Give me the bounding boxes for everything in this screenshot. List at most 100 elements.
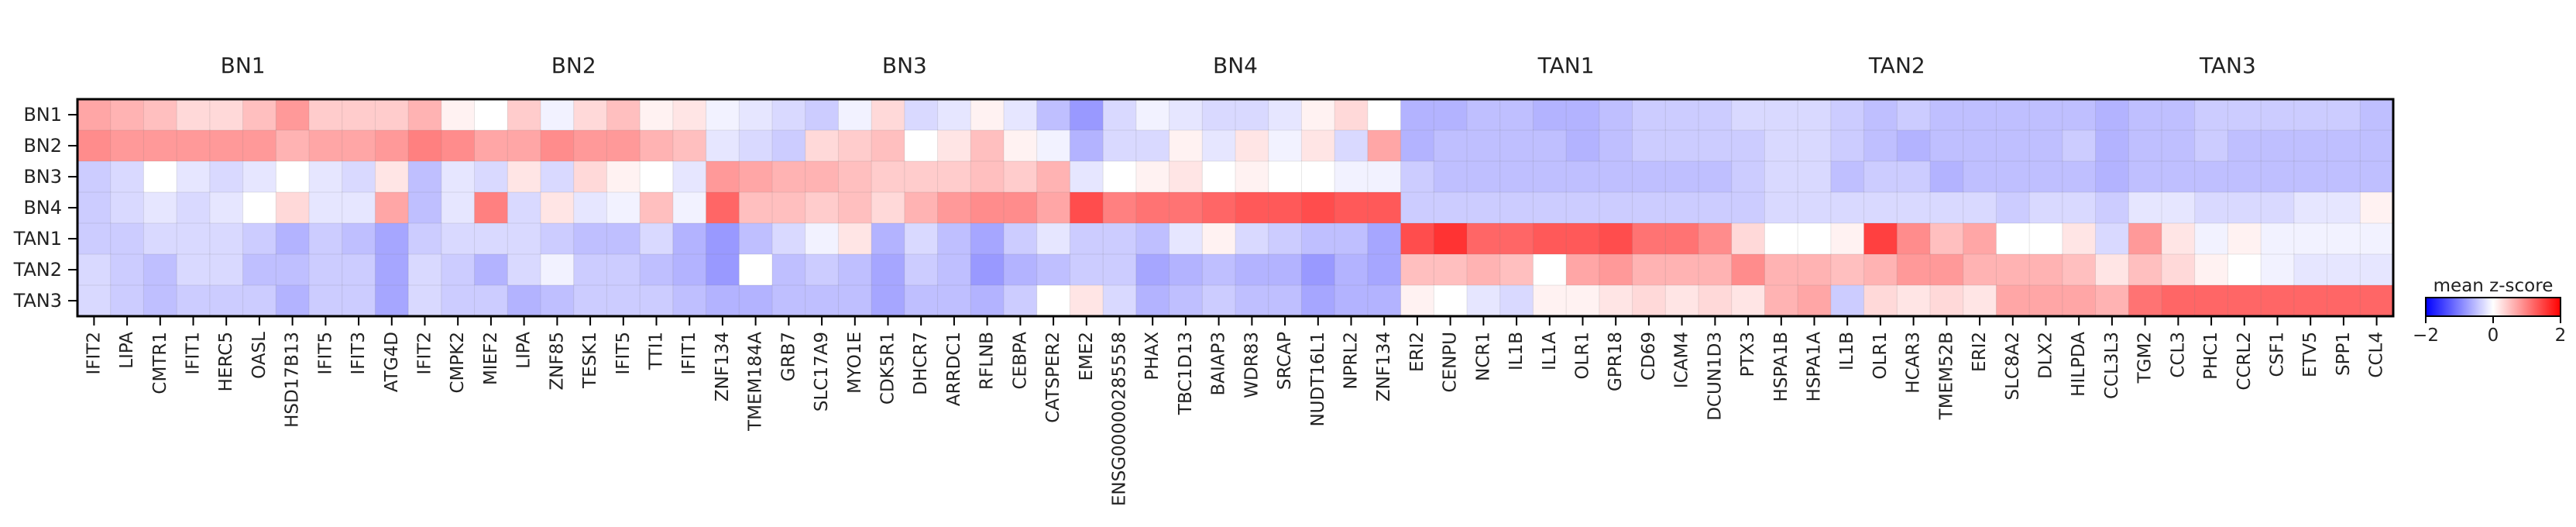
heatmap-cell bbox=[2028, 284, 2063, 318]
colorbar-title: mean z-score bbox=[2433, 276, 2554, 296]
heatmap-cell bbox=[2161, 284, 2196, 318]
heatmap-cell bbox=[1929, 284, 1964, 318]
heatmap-cell bbox=[77, 253, 112, 287]
heatmap-cell bbox=[1135, 222, 1170, 256]
heatmap-cell bbox=[573, 222, 608, 256]
gene-label: ARRDC1 bbox=[944, 332, 964, 406]
heatmap-cell bbox=[474, 98, 509, 132]
heatmap-frame bbox=[76, 98, 2395, 318]
heatmap-cell bbox=[1466, 160, 1501, 194]
group-label: BN2 bbox=[551, 53, 596, 78]
heatmap-cell bbox=[1499, 253, 1534, 287]
heatmap-cell bbox=[143, 253, 178, 287]
heatmap-cell bbox=[441, 160, 476, 194]
heatmap-cell bbox=[573, 253, 608, 287]
heatmap-cell bbox=[706, 160, 740, 194]
heatmap-cell bbox=[1135, 191, 1170, 225]
heatmap-cell bbox=[1863, 98, 1898, 132]
heatmap-cell bbox=[407, 253, 442, 287]
gene-label: TESK1 bbox=[580, 332, 600, 389]
heatmap-cell bbox=[2359, 160, 2395, 194]
heatmap-cell bbox=[1632, 191, 1667, 225]
heatmap-cell bbox=[1599, 160, 1633, 194]
heatmap-cell bbox=[2128, 284, 2163, 318]
heatmap-cell bbox=[1664, 129, 1700, 163]
heatmap-cell bbox=[1830, 284, 1865, 318]
heatmap-cell bbox=[2293, 284, 2328, 318]
heatmap-cell bbox=[1268, 222, 1303, 256]
row-label: TAN3 bbox=[13, 290, 62, 312]
heatmap-cell bbox=[2194, 284, 2229, 318]
heatmap-cell bbox=[1532, 191, 1568, 225]
heatmap-cell bbox=[1532, 253, 1568, 287]
heatmap-cell bbox=[706, 191, 740, 225]
heatmap-cell bbox=[1731, 98, 1766, 132]
gene-label: MYO1E bbox=[845, 332, 865, 394]
heatmap-cell bbox=[1069, 129, 1104, 163]
heatmap-cell bbox=[1036, 222, 1071, 256]
heatmap-cell bbox=[308, 284, 343, 318]
heatmap-cell bbox=[1797, 222, 1832, 256]
heatmap-cell bbox=[573, 160, 608, 194]
heatmap-cell bbox=[1863, 284, 1898, 318]
heatmap-cell bbox=[606, 191, 641, 225]
gene-label: CCL3L3 bbox=[2102, 332, 2122, 399]
heatmap-cell bbox=[1036, 98, 1071, 132]
heatmap-cell bbox=[540, 284, 575, 318]
heatmap-cell bbox=[904, 98, 939, 132]
heatmap-cell bbox=[970, 98, 1005, 132]
gene-label: IFIT5 bbox=[315, 332, 335, 374]
heatmap-cell bbox=[2293, 98, 2328, 132]
heatmap-cell bbox=[1169, 129, 1204, 163]
heatmap-cell bbox=[871, 191, 905, 225]
heatmap-cell bbox=[1698, 98, 1733, 132]
heatmap-cell bbox=[1565, 160, 1600, 194]
heatmap-cell bbox=[1664, 253, 1700, 287]
heatmap-cell bbox=[2062, 129, 2097, 163]
heatmap-cell bbox=[1499, 222, 1534, 256]
heatmap-cell bbox=[110, 129, 145, 163]
heatmap-cell bbox=[2359, 129, 2395, 163]
heatmap-cell bbox=[1235, 284, 1269, 318]
heatmap-cell bbox=[573, 191, 608, 225]
heatmap-cell bbox=[507, 253, 542, 287]
heatmap-cell bbox=[176, 284, 211, 318]
row-label: BN4 bbox=[23, 197, 62, 219]
heatmap-cell bbox=[2161, 253, 2196, 287]
heatmap-cell bbox=[2260, 129, 2295, 163]
gene-label: RFLNB bbox=[977, 332, 998, 390]
heatmap-cell bbox=[407, 191, 442, 225]
heatmap-cell bbox=[1169, 222, 1204, 256]
gene-label: WDR83 bbox=[1242, 332, 1262, 398]
gene-label: CDK5R1 bbox=[878, 332, 898, 405]
heatmap-cell bbox=[176, 129, 211, 163]
heatmap-cell bbox=[1632, 284, 1667, 318]
heatmap-cell bbox=[1069, 284, 1104, 318]
heatmap-cell bbox=[1599, 222, 1633, 256]
group-bracket bbox=[1072, 91, 1399, 96]
heatmap-cell bbox=[2293, 253, 2328, 287]
heatmap-cell bbox=[308, 129, 343, 163]
heatmap-cell bbox=[672, 98, 707, 132]
heatmap-cell bbox=[342, 191, 376, 225]
row-labels: BN1 BN2 BN3 BN4 TAN1 TAN2 TAN3 bbox=[13, 104, 77, 312]
heatmap-cell bbox=[2161, 222, 2196, 256]
heatmap-cell bbox=[1731, 284, 1766, 318]
heatmap-cell bbox=[176, 222, 211, 256]
heatmap-cell bbox=[1003, 284, 1038, 318]
heatmap-cell bbox=[738, 160, 774, 194]
heatmap-cell bbox=[2327, 191, 2361, 225]
heatmap-cell bbox=[1069, 160, 1104, 194]
heatmap-cell bbox=[242, 284, 277, 318]
heatmap-cell bbox=[1169, 191, 1204, 225]
heatmap-cell bbox=[672, 222, 707, 256]
gene-label: IL1A bbox=[1540, 332, 1560, 370]
heatmap-cell bbox=[672, 253, 707, 287]
heatmap-cell bbox=[1565, 222, 1600, 256]
heatmap-cell bbox=[672, 284, 707, 318]
heatmap-cell bbox=[2062, 191, 2097, 225]
heatmap-cell bbox=[474, 222, 509, 256]
heatmap-cell bbox=[1797, 253, 1832, 287]
gene-label: ETV5 bbox=[2300, 332, 2320, 377]
heatmap-cell bbox=[1400, 253, 1435, 287]
